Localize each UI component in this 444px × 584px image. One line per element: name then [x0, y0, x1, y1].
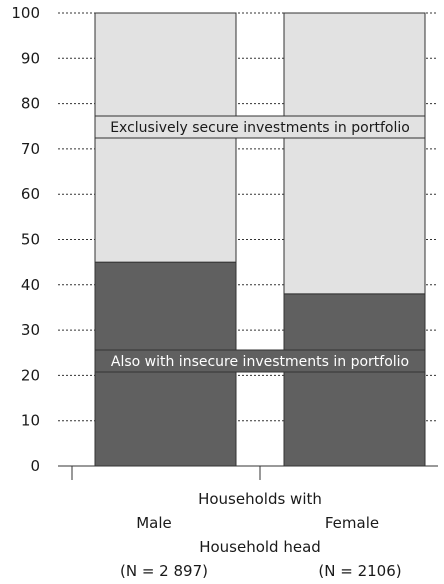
y-tick-label-60: 60 [21, 185, 40, 203]
y-tick-label-40: 40 [21, 276, 40, 294]
y-tick-label-30: 30 [21, 321, 40, 339]
y-tick-label-0: 0 [30, 457, 40, 475]
y-tick-label-50: 50 [21, 231, 40, 249]
y-tick-label-90: 90 [21, 49, 40, 67]
y-tick-label-10: 10 [21, 412, 40, 430]
category-count-female: (N = 2106) [318, 562, 402, 580]
series-label-secure-band [94, 115, 426, 139]
x-axis-title-top: Households with [198, 490, 322, 508]
series-label-insecure-band [94, 349, 426, 373]
y-tick-label-80: 80 [21, 95, 40, 113]
category-label-male: Male [136, 514, 172, 532]
bar-female-insecure [283, 293, 426, 467]
series-label-secure: Exclusively secure investments in portfo… [110, 120, 410, 136]
x-axis-title-bottom: Household head [199, 538, 321, 556]
y-tick-label-100: 100 [11, 4, 40, 22]
y-tick-label-70: 70 [21, 140, 40, 158]
category-count-male: (N = 2 897) [120, 562, 208, 580]
series-label-insecure: Also with insecure investments in portfo… [111, 354, 409, 370]
bar-female-secure [283, 12, 426, 295]
y-tick-label-20: 20 [21, 366, 40, 384]
category-label-female: Female [324, 514, 380, 532]
